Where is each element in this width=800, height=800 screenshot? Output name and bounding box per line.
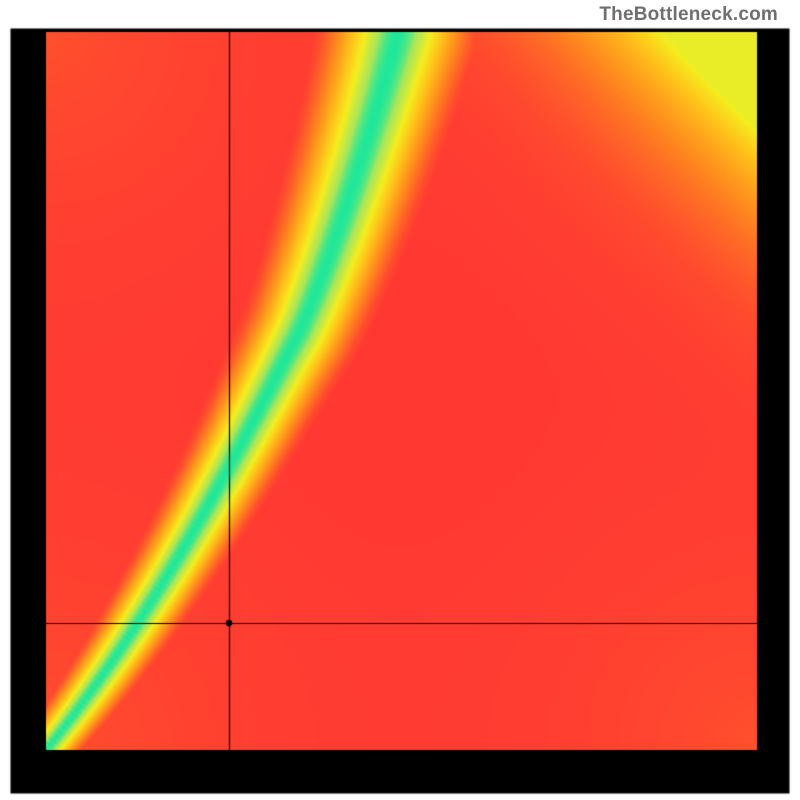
attribution-text: TheBottleneck.com xyxy=(599,4,778,26)
chart-container: TheBottleneck.com xyxy=(0,0,800,800)
bottleneck-heatmap-canvas xyxy=(0,0,800,800)
